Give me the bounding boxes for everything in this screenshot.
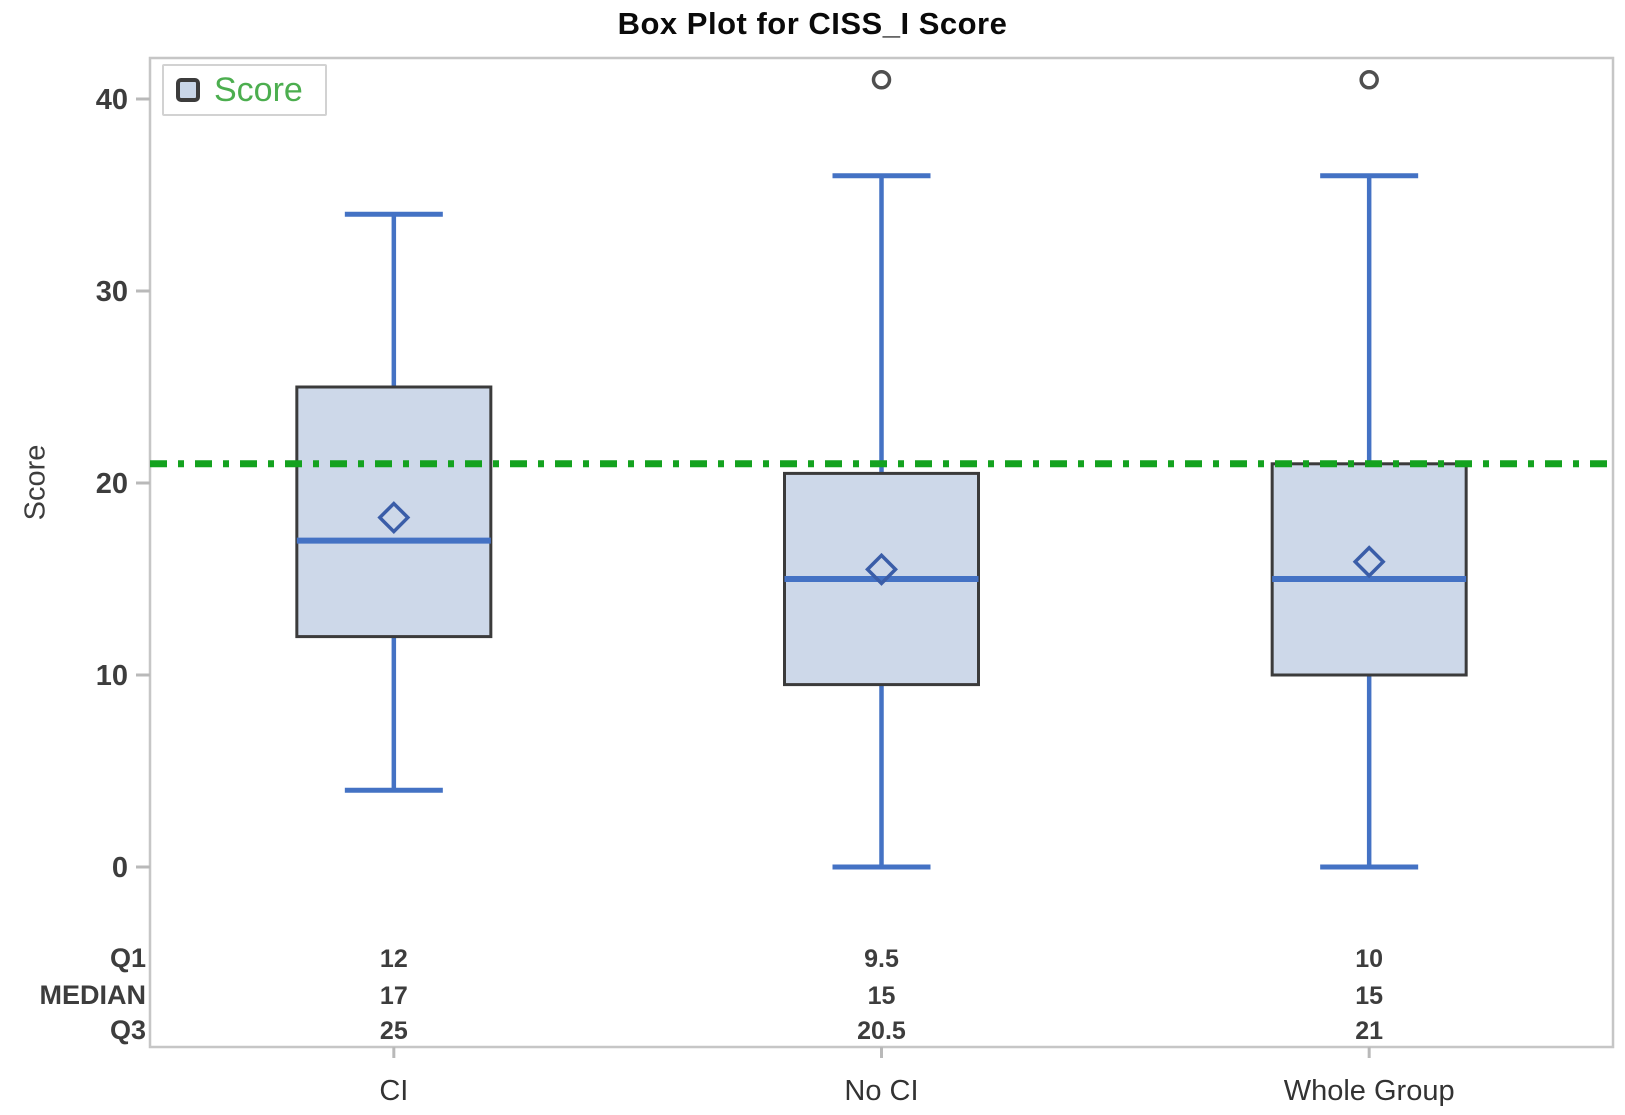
stat-value: 20.5 (857, 1017, 906, 1045)
mean-diamond-marker (865, 552, 898, 586)
x-category-label: No CI (844, 1075, 918, 1107)
x-category-label: CI (379, 1075, 408, 1107)
stat-row-label: MEDIAN (40, 980, 147, 1010)
y-tick-label: 30 (96, 276, 128, 308)
x-category-label: Whole Group (1284, 1075, 1455, 1107)
stat-row-label: Q1 (110, 943, 146, 973)
mean-diamond-marker (1352, 545, 1386, 579)
legend: Score (162, 64, 327, 116)
stat-value: 10 (1355, 945, 1383, 973)
stat-row-label: Q3 (110, 1015, 146, 1045)
outlier-marker (871, 70, 892, 90)
legend-label: Score (214, 71, 303, 109)
legend-swatch-icon (176, 78, 200, 102)
y-tick-label: 10 (96, 660, 128, 692)
y-tick-label: 20 (96, 468, 128, 500)
outlier-marker (1359, 70, 1379, 90)
iqr-box (295, 385, 493, 639)
chart-title: Box Plot for CISS_I Score (617, 6, 1008, 41)
y-tick-label: 0 (112, 852, 128, 884)
y-tick-label: 40 (96, 84, 128, 116)
stat-value: 25 (380, 1017, 408, 1045)
stat-value: 15 (868, 982, 896, 1010)
stat-value: 12 (380, 945, 408, 973)
mean-diamond-marker (377, 501, 411, 535)
stat-value: 21 (1355, 1017, 1383, 1045)
stat-value: 17 (380, 982, 408, 1010)
stat-value: 15 (1355, 982, 1383, 1010)
stat-value: 9.5 (864, 945, 899, 973)
iqr-box (1270, 462, 1468, 677)
